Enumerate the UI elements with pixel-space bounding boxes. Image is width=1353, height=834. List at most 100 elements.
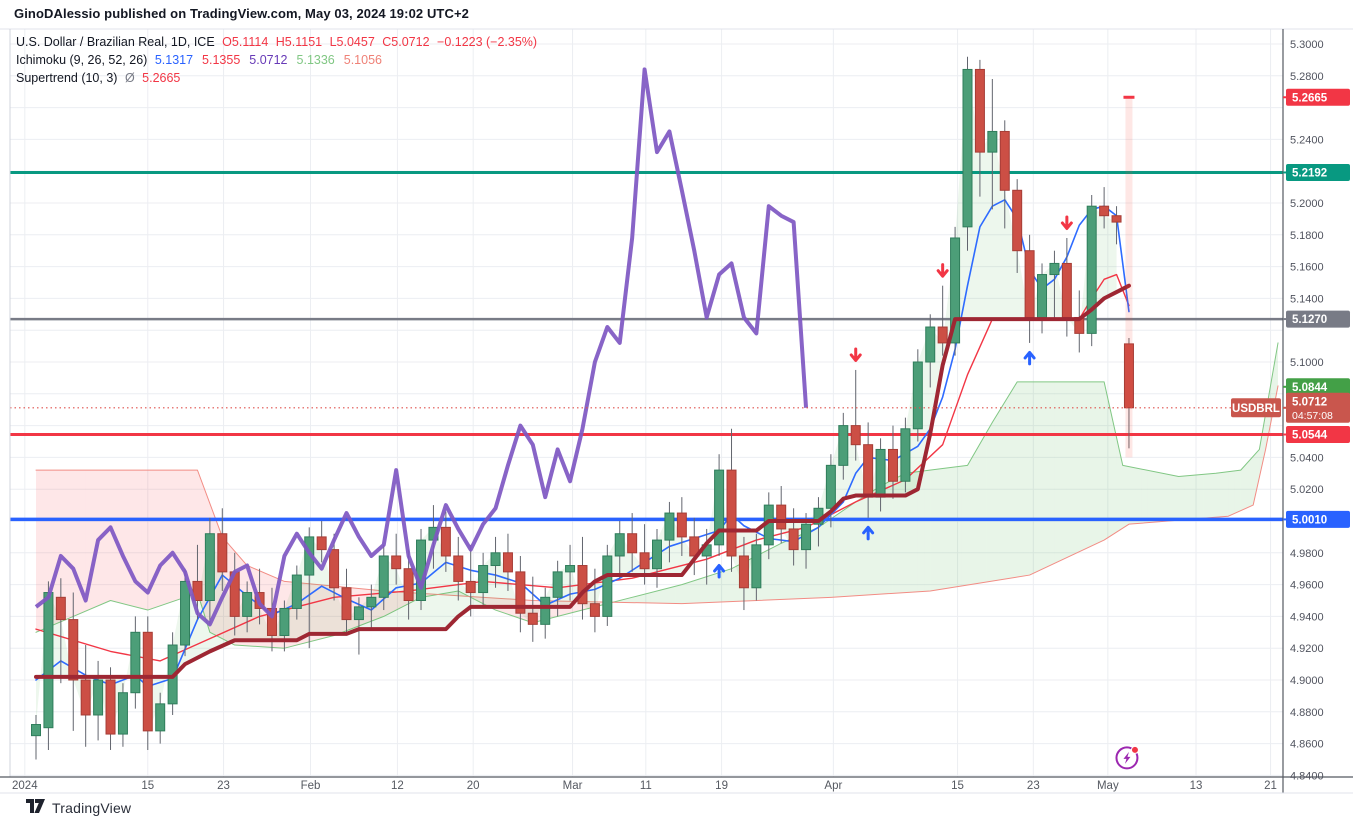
price-axis-badge bbox=[1286, 426, 1350, 444]
price-axis-badge-text: 5.2665 bbox=[1292, 92, 1328, 104]
candle-up bbox=[912, 361, 923, 430]
time-axis[interactable]: 2024 15 23 Feb 12 20 Mar 11 19 Apr 15 23 May 13 21 bbox=[12, 780, 1277, 792]
candle-down bbox=[502, 552, 513, 573]
price-tick-label: 4.9800 bbox=[1290, 548, 1324, 560]
price-axis-badge bbox=[1286, 392, 1350, 423]
flash-icon[interactable] bbox=[1115, 745, 1139, 770]
candle-down bbox=[440, 526, 451, 557]
candle-up bbox=[155, 703, 166, 732]
candle-down bbox=[937, 326, 948, 344]
sell-arrow-icon bbox=[849, 347, 862, 362]
candle-down bbox=[142, 631, 153, 732]
footer-brand[interactable]: TradingView bbox=[26, 799, 131, 816]
grid bbox=[10, 29, 1283, 777]
candle-up bbox=[900, 428, 911, 482]
candle-down bbox=[1024, 250, 1035, 318]
ichimoku-legend-row[interactable]: Ichimoku (9, 26, 52, 26) 5.1317 5.1355 5.0… bbox=[16, 52, 537, 69]
supertrend-flip-marker bbox=[1123, 95, 1135, 99]
ichimoku-values: 5.1317 5.1355 5.0712 5.1336 5.1056 bbox=[155, 53, 391, 67]
price-axis-badge-text: 5.1270 bbox=[1292, 314, 1327, 326]
price-axis-badge bbox=[1286, 310, 1350, 328]
time-tick-label: 12 bbox=[391, 780, 404, 792]
candle-down bbox=[676, 512, 687, 538]
ohlc-change: −0.1223 (−2.35%) bbox=[437, 35, 538, 49]
ichimoku-value: 5.1336 bbox=[296, 53, 335, 67]
candle-up bbox=[353, 606, 364, 621]
price-tick-label: 4.9400 bbox=[1290, 611, 1324, 623]
candle-up bbox=[925, 326, 936, 363]
symbol-legend-row[interactable]: U.S. Dollar / Brazilian Real, 1D, ICE O5… bbox=[16, 34, 537, 51]
sell-arrow-icon bbox=[936, 263, 949, 278]
price-tick-label: 4.8800 bbox=[1290, 707, 1324, 719]
ichimoku-value: 5.0712 bbox=[249, 53, 288, 67]
ohlc-open: O5.1114 bbox=[222, 35, 269, 49]
candle-up bbox=[664, 512, 675, 541]
price-axis-badge-text: 5.0844 bbox=[1292, 382, 1328, 394]
candle-up bbox=[825, 464, 836, 509]
time-tick-label: 15 bbox=[141, 780, 154, 792]
price-tick-label: 5.2000 bbox=[1290, 198, 1324, 210]
candle-down bbox=[1111, 215, 1122, 223]
ichimoku-value: 5.1317 bbox=[154, 53, 194, 67]
tradingview-logo-icon bbox=[26, 799, 45, 813]
price-axis-badge-text: 5.0712 bbox=[1292, 396, 1327, 408]
time-tick-label: Mar bbox=[563, 780, 583, 792]
price-tick-label: 4.9600 bbox=[1290, 580, 1324, 592]
candle-down bbox=[999, 130, 1010, 191]
price-tick-label: 5.1400 bbox=[1290, 293, 1324, 305]
candle-down bbox=[465, 580, 476, 594]
ichimoku-value: 5.1056 bbox=[343, 53, 382, 67]
candle-down bbox=[217, 533, 228, 573]
time-tick-label: 23 bbox=[217, 780, 230, 792]
candle-up bbox=[93, 679, 104, 716]
candle-up bbox=[366, 596, 377, 608]
candle-up bbox=[204, 533, 215, 601]
buy-arrow-icon bbox=[1023, 350, 1036, 366]
chart-legend: U.S. Dollar / Brazilian Real, 1D, ICE O5… bbox=[16, 34, 537, 88]
time-tick-label: 15 bbox=[951, 780, 964, 792]
candle-down bbox=[55, 596, 66, 621]
candle-up bbox=[242, 592, 253, 617]
price-axis-badge bbox=[1286, 510, 1350, 528]
price-tick-label: 5.1600 bbox=[1290, 262, 1324, 274]
candle-up bbox=[552, 571, 563, 598]
time-tick-label: 2024 bbox=[12, 780, 38, 792]
candle-up bbox=[987, 130, 998, 153]
candle-up bbox=[180, 580, 191, 646]
candle-up bbox=[801, 523, 812, 551]
trend-flip-highlight bbox=[1123, 95, 1135, 458]
supertrend-legend-row[interactable]: Supertrend (10, 3) Ø 5.2665 bbox=[16, 70, 537, 87]
candle-down bbox=[850, 425, 861, 446]
candle-up bbox=[279, 607, 290, 636]
candle-up bbox=[602, 555, 613, 617]
candle-up bbox=[1037, 274, 1048, 318]
ichimoku-label: Ichimoku (9, 26, 52, 26) bbox=[16, 53, 148, 67]
candle-down bbox=[1061, 262, 1072, 318]
time-tick-label: 11 bbox=[640, 780, 652, 792]
price-tick-label: 4.8400 bbox=[1290, 770, 1324, 782]
price-axis[interactable]: 5.3000 5.2800 5.2400 5.2000 5.1800 5.1600 5.14… bbox=[1283, 39, 1350, 782]
brand-text: TradingView bbox=[52, 799, 132, 816]
candle-down bbox=[1012, 189, 1023, 252]
price-tick-label: 4.9000 bbox=[1290, 675, 1324, 687]
candle-down bbox=[329, 549, 340, 589]
symbol-price-label-text: USDBRL bbox=[1232, 403, 1280, 415]
candle-up bbox=[130, 631, 141, 694]
candle-up bbox=[43, 592, 54, 729]
price-tick-label: 5.1000 bbox=[1290, 357, 1324, 369]
candle-down bbox=[68, 619, 79, 681]
time-tick-label: 21 bbox=[1264, 780, 1277, 792]
ohlc-close: C5.0712 bbox=[382, 35, 430, 49]
candle-down bbox=[726, 469, 737, 557]
ohlc-high: H5.1151 bbox=[275, 35, 323, 49]
price-tick-label: 5.1800 bbox=[1290, 230, 1324, 242]
price-tick-label: 5.0200 bbox=[1290, 484, 1324, 496]
time-tick-label: 20 bbox=[467, 780, 480, 792]
candle-up bbox=[291, 574, 302, 609]
candle-up bbox=[838, 425, 849, 466]
price-axis-badge-text: 5.0544 bbox=[1292, 430, 1328, 442]
supertrend-fill bbox=[36, 69, 1117, 735]
buy-arrow-icon bbox=[713, 563, 726, 579]
